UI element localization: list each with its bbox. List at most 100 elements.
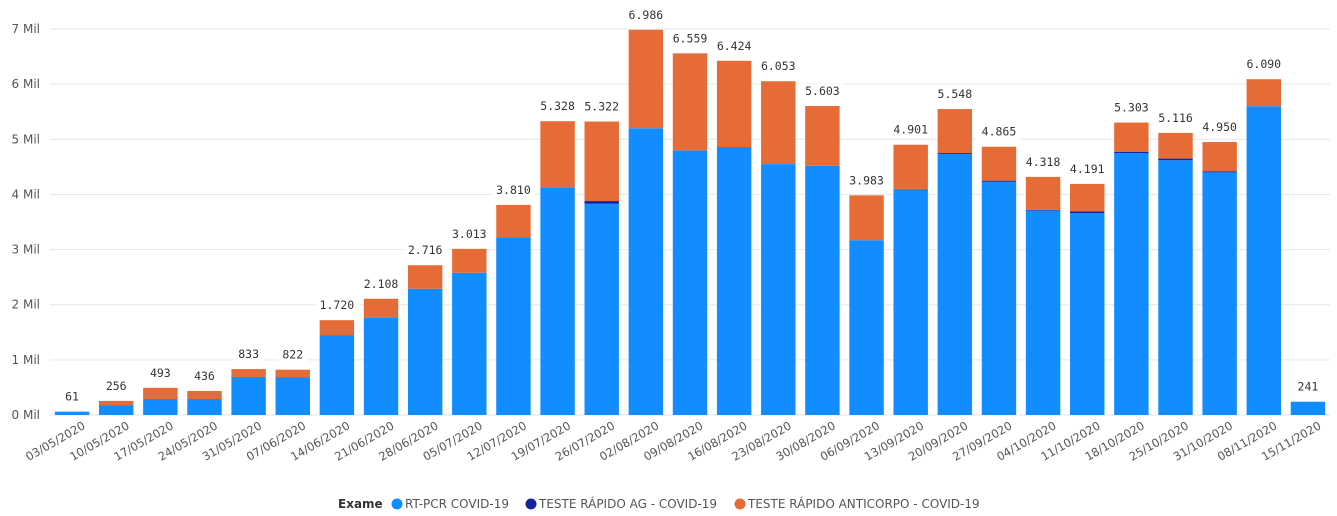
total-label-bg (932, 87, 977, 103)
total-label: 3.013 (452, 227, 487, 241)
bar-segment-rt-pcr (319, 335, 355, 415)
bar-segment-rt-pcr (231, 376, 266, 415)
bar-segment-teste-rapido-ag (937, 153, 973, 155)
y-tick-label: 4 Mil (12, 187, 40, 201)
bar-segment-teste-rapido-anticorpo (805, 106, 840, 166)
total-label-bg (712, 38, 757, 54)
bar-segment-teste-rapido-anticorpo (628, 29, 664, 129)
legend-marker-rt-pcr (391, 498, 403, 510)
bar-segment-teste-rapido-ag (981, 180, 1017, 182)
total-label-bg (844, 173, 889, 189)
bar-segment-teste-rapido-anticorpo (672, 53, 708, 151)
bar-segment-rt-pcr (716, 147, 752, 415)
bar-segment-rt-pcr (1290, 401, 1326, 415)
bar-segment-teste-rapido-anticorpo (540, 121, 575, 188)
bar-segment-rt-pcr (672, 150, 708, 416)
y-axis-ticks: 0 Mil 1 Mil 2 Mil 3 Mil 4 Mil 5 Mil 6 Mil 7 Mil (12, 22, 40, 422)
x-axis-ticks: 03/05/202010/05/202017/05/202024/05/2020… (23, 418, 1323, 463)
total-label: 1.720 (320, 298, 355, 312)
y-tick-label: 2 Mil (12, 298, 40, 312)
y-tick-label: 7 Mil (12, 22, 40, 36)
bar-segment-teste-rapido-ag (584, 201, 619, 204)
total-labels: 61 256 493 436 833 822 1.720 2.108 2.716 3.013 3.8… (60, 7, 1323, 405)
total-label-bg (976, 124, 1021, 140)
bar-segment-teste-rapido-anticorpo (143, 387, 178, 400)
total-label-bg (491, 182, 536, 198)
y-tick-label: 5 Mil (12, 132, 40, 146)
total-label-bg (277, 347, 308, 363)
total-label: 822 (282, 348, 303, 362)
total-label: 436 (194, 369, 215, 383)
legend-title: Exame (338, 497, 383, 511)
bar-segment-teste-rapido-anticorpo (849, 195, 884, 241)
total-label-bg (1065, 161, 1110, 177)
y-tick-label: 3 Mil (12, 243, 40, 257)
total-label: 5.328 (540, 99, 575, 113)
bar-segment-teste-rapido-ag (1025, 209, 1061, 211)
total-label-bg (535, 99, 580, 115)
total-label-bg (756, 59, 801, 75)
total-label-bg (60, 389, 84, 405)
bar-segment-rt-pcr (407, 288, 443, 415)
bar-segment-rt-pcr (761, 164, 796, 415)
total-label-bg (447, 226, 492, 242)
total-label: 241 (1298, 380, 1319, 394)
bar-segment-rt-pcr (628, 128, 664, 415)
bar-segment-teste-rapido-anticorpo (496, 204, 531, 238)
total-label-bg (233, 347, 264, 363)
total-label-bg (1293, 379, 1323, 395)
total-label: 5.303 (1114, 101, 1149, 115)
total-label: 3.810 (496, 183, 531, 197)
total-label: 5.603 (805, 84, 840, 98)
total-label-bg (668, 31, 712, 47)
total-label-bg (101, 378, 132, 394)
total-label-bg (1109, 100, 1154, 116)
total-label: 493 (150, 366, 171, 380)
legend-label-rt-pcr: RT-PCR COVID-19 (405, 497, 509, 511)
total-label: 6.090 (1246, 57, 1281, 71)
total-label: 256 (106, 379, 127, 393)
total-label: 5.548 (938, 87, 973, 101)
total-label-bg (145, 365, 176, 381)
y-tick-label: 6 Mil (12, 77, 40, 91)
total-label: 2.716 (408, 243, 443, 257)
bar-segment-teste-rapido-anticorpo (1070, 183, 1105, 212)
bar-segment-teste-rapido-anticorpo (98, 400, 134, 406)
total-label-bg (1021, 154, 1066, 170)
bars (54, 29, 1326, 416)
total-label-bg (1241, 57, 1286, 73)
bar-segment-rt-pcr (1246, 106, 1282, 415)
total-label: 2.108 (364, 277, 399, 291)
bar-segment-teste-rapido-anticorpo (363, 298, 399, 318)
bar-segment-teste-rapido-anticorpo (1025, 176, 1061, 210)
total-label: 6.986 (629, 8, 664, 22)
bar-segment-teste-rapido-anticorpo (1158, 132, 1193, 159)
bar-segment-rt-pcr (143, 399, 178, 415)
bar-segment-teste-rapido-anticorpo (761, 81, 796, 165)
total-label: 3.983 (849, 173, 884, 187)
legend-label-teste-rapido-ag: TESTE RÁPIDO AG - COVID-19 (538, 496, 717, 511)
bar-segment-rt-pcr (496, 237, 531, 415)
bar-segment-teste-rapido-anticorpo (1202, 142, 1237, 172)
bar-segment-rt-pcr (805, 165, 840, 415)
bar-segment-teste-rapido-anticorpo (319, 320, 355, 336)
total-label: 4.191 (1070, 162, 1105, 176)
bar-segment-rt-pcr (1025, 210, 1061, 415)
bar-segment-teste-rapido-anticorpo (716, 60, 752, 148)
bar-segment-teste-rapido-ag (1114, 151, 1149, 154)
bar-segment-teste-rapido-anticorpo (981, 146, 1017, 181)
total-label: 6.053 (761, 59, 796, 73)
total-label-bg (623, 7, 668, 23)
bar-segment-rt-pcr (1158, 160, 1193, 415)
legend-marker-teste-rapido-anticorpo (734, 498, 746, 510)
bar-segment-teste-rapido-anticorpo (452, 248, 487, 273)
bar-segment-rt-pcr (363, 317, 399, 415)
bar-segment-teste-rapido-anticorpo (231, 369, 266, 377)
bar-segment-teste-rapido-anticorpo (1246, 79, 1282, 107)
total-label: 833 (238, 347, 259, 361)
total-label-bg (1197, 120, 1242, 136)
total-label: 6.424 (717, 39, 752, 53)
bar-segment-rt-pcr (893, 188, 928, 415)
bar-segment-rt-pcr (540, 187, 575, 415)
